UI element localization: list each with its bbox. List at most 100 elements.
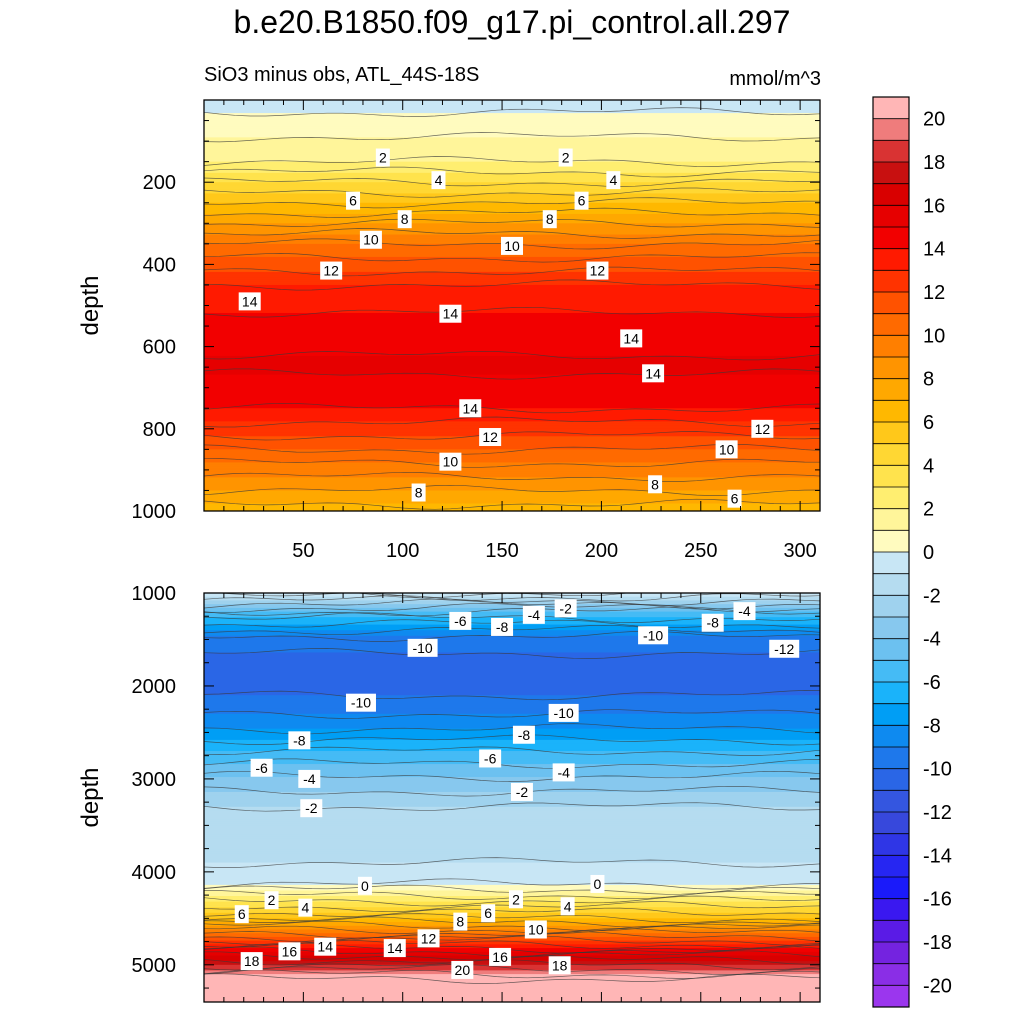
contour-label: 20 bbox=[455, 962, 471, 978]
contour-line bbox=[204, 498, 820, 510]
contour-band bbox=[204, 979, 820, 983]
contour-band bbox=[204, 425, 820, 428]
contour-band bbox=[204, 992, 820, 996]
contour-band bbox=[204, 113, 820, 116]
colorbar-swatch bbox=[873, 357, 909, 379]
contour-label-box bbox=[751, 419, 774, 438]
contour-line bbox=[204, 228, 820, 239]
contour-band bbox=[204, 221, 820, 224]
contour-line bbox=[204, 350, 820, 361]
contour-band bbox=[204, 758, 820, 761]
contour-label-box bbox=[648, 475, 663, 494]
y-axis-title: depth bbox=[77, 275, 104, 335]
contour-band bbox=[204, 866, 820, 869]
contour-band bbox=[204, 294, 820, 297]
contour-band bbox=[204, 116, 820, 120]
contour-band bbox=[204, 311, 820, 314]
contour-band bbox=[204, 698, 820, 702]
contour-band bbox=[204, 288, 820, 292]
contour-label-box bbox=[574, 191, 589, 210]
plot-area: -2 -4 -4 -6 -8 -8 -10 -10 -12 -10 -10 -8 -8 -6 -6 -4 -4 -… bbox=[204, 593, 820, 1002]
contour-band bbox=[204, 875, 820, 879]
contour-band bbox=[204, 331, 820, 335]
contour-band bbox=[204, 406, 820, 409]
contour-band bbox=[204, 505, 820, 508]
contour-band bbox=[204, 152, 820, 155]
contour-band bbox=[204, 884, 820, 888]
contour-band bbox=[204, 475, 820, 478]
contour-band bbox=[204, 977, 820, 981]
contour-label-box bbox=[727, 489, 742, 508]
contour-band bbox=[204, 335, 820, 338]
contour-band bbox=[204, 376, 820, 379]
colorbar-label: -20 bbox=[923, 975, 952, 997]
colorbar-label: 12 bbox=[923, 282, 945, 304]
contour-band bbox=[204, 189, 820, 193]
y-tick-label: 1000 bbox=[132, 583, 177, 605]
contour-band bbox=[204, 996, 820, 999]
contour-band bbox=[204, 157, 820, 161]
contour-band bbox=[204, 918, 820, 921]
contour-band bbox=[204, 438, 820, 441]
contour-band bbox=[204, 751, 820, 754]
contour-band bbox=[204, 814, 820, 817]
contour-label: 12 bbox=[421, 930, 437, 946]
contour-band bbox=[204, 881, 820, 884]
contour-label: 18 bbox=[244, 953, 260, 969]
colorbar-label: 8 bbox=[923, 369, 934, 391]
contour-band bbox=[204, 808, 820, 812]
contour-line bbox=[204, 942, 820, 954]
x-tick-label: 200 bbox=[585, 540, 618, 562]
contour-band bbox=[204, 454, 820, 458]
contour-band bbox=[204, 144, 820, 148]
contour-line bbox=[204, 928, 820, 939]
contour-band bbox=[204, 432, 820, 436]
contour-band bbox=[204, 423, 820, 426]
contour-band bbox=[204, 206, 820, 209]
colorbar: 20181614121086420-2-4-6-8-10-12-14-16-18… bbox=[872, 96, 952, 1008]
contour-band bbox=[204, 215, 820, 219]
contour-label: -10 bbox=[554, 705, 574, 721]
contour-band bbox=[204, 721, 820, 724]
contour-band bbox=[204, 883, 820, 886]
contour-band bbox=[204, 148, 820, 152]
contour-band bbox=[204, 292, 820, 295]
contour-band bbox=[204, 217, 820, 221]
colorbar-label: -12 bbox=[923, 802, 952, 824]
contour-band bbox=[204, 773, 820, 776]
contour-label-box bbox=[383, 939, 406, 958]
contour-band bbox=[204, 949, 820, 953]
contour-label-box bbox=[314, 937, 337, 956]
contour-label-box bbox=[346, 191, 361, 210]
colorbar-swatch bbox=[873, 552, 909, 574]
contour-band bbox=[204, 710, 820, 713]
colorbar-swatch bbox=[873, 573, 909, 596]
contour-band bbox=[204, 387, 820, 391]
contour-line bbox=[204, 857, 820, 868]
contour-band bbox=[204, 350, 820, 353]
contour-label: 4 bbox=[564, 898, 572, 914]
contour-label: 12 bbox=[590, 263, 606, 279]
contour-band bbox=[204, 853, 820, 856]
contour-band bbox=[204, 743, 820, 747]
contour-band bbox=[204, 607, 820, 611]
contour-line bbox=[204, 950, 820, 961]
contour-band bbox=[204, 486, 820, 490]
contour-band bbox=[204, 303, 820, 307]
colorbar-swatch bbox=[873, 487, 909, 509]
contour-label: -2 bbox=[516, 784, 529, 800]
contour-line bbox=[208, 593, 820, 602]
contour-band bbox=[204, 645, 820, 648]
contour-band bbox=[204, 445, 820, 449]
contour-band bbox=[204, 923, 820, 927]
contour-label: 6 bbox=[484, 905, 492, 921]
contour-line bbox=[204, 924, 820, 934]
contour-band bbox=[204, 682, 820, 685]
contour-band bbox=[204, 604, 820, 607]
contour-label: -10 bbox=[412, 640, 432, 656]
colorbar-label: -18 bbox=[923, 932, 952, 954]
colorbar-swatch bbox=[873, 898, 909, 921]
contour-band bbox=[204, 268, 820, 271]
contour-band bbox=[204, 318, 820, 322]
contour-band bbox=[204, 299, 820, 303]
